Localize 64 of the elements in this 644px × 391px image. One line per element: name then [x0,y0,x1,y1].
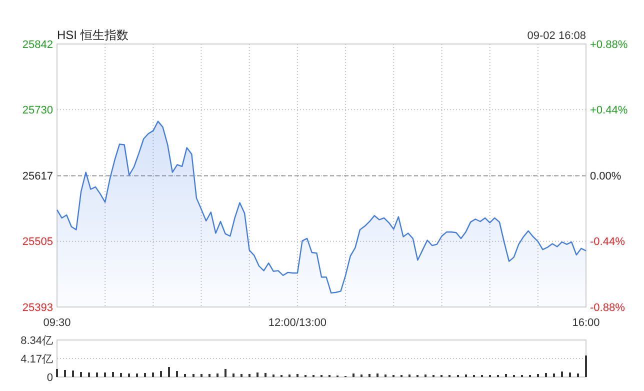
bar [576,373,579,377]
chart-title: HSI 恒生指数 [57,28,128,42]
bar [216,373,218,377]
x-tick-label: 09:30 [43,317,71,329]
bar [552,373,555,377]
bar [200,374,202,377]
y2-tick-label: -0.44% [590,236,626,248]
bar [384,374,387,377]
bar [168,366,170,377]
bar [288,374,290,377]
bar [424,374,427,377]
bar [568,372,571,377]
y-tick-label: 25730 [22,104,53,116]
bar [264,373,266,377]
bar [112,372,114,377]
bar [248,374,250,377]
y2-tick-label: 0.00% [590,170,622,182]
bar [368,374,371,377]
bar [64,370,66,377]
bar [56,369,58,377]
bar [72,370,74,377]
bar [272,374,274,377]
y-tick-label: 25393 [22,302,53,314]
y2-tick-label: -0.88% [590,302,626,314]
bar [224,369,226,377]
y-tick-label: 25842 [22,38,53,51]
bar [96,372,98,377]
bar [160,370,162,377]
x-tick-label: 12:00/13:00 [268,317,327,329]
y2-tick-label: +0.44% [590,104,628,117]
y2-tick-label: +0.88% [590,38,628,51]
y-tick-label: 25617 [22,170,53,183]
bar [120,373,122,377]
bar [560,372,563,377]
bar [144,373,146,377]
bar [80,372,82,377]
x-tick-label: 16:00 [572,317,600,329]
y-tick-label: 8.34亿 [20,334,53,347]
bar [88,372,90,377]
bar [176,371,178,377]
bar [408,374,411,377]
text: 09-02 16:08 [527,30,586,42]
bar [232,373,234,377]
bar [128,373,130,377]
y-tick-label: 0 [46,372,53,384]
bar [544,373,547,377]
bar [104,372,106,377]
bar [184,374,186,377]
bar [152,372,154,377]
bar [208,374,210,377]
bar [192,374,194,377]
bar [296,374,298,377]
bar [352,373,355,377]
bar [585,356,587,377]
bar [136,373,138,377]
y-tick-label: 4.17亿 [20,353,53,366]
bar [464,374,467,377]
bar [504,374,507,377]
bar [360,374,363,377]
bar [376,373,379,377]
bar [536,374,539,377]
bar [256,372,258,377]
bar [240,374,242,377]
y-tick-label: 25505 [22,236,53,248]
